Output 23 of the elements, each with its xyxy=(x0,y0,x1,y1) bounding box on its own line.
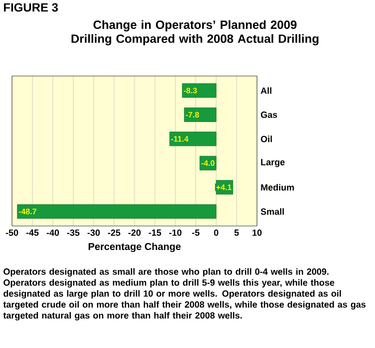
x-tick-label: -35 xyxy=(67,230,80,236)
x-tick-label: 10 xyxy=(252,230,262,236)
x-tick-label: -30 xyxy=(88,230,100,236)
x-axis-title: Percentage Change xyxy=(88,242,181,252)
x-tick-label: -5 xyxy=(192,230,200,236)
y-tick-label: Medium xyxy=(261,184,294,191)
x-tick-label: 5 xyxy=(234,230,239,236)
x-tick-label: -45 xyxy=(26,230,39,236)
x-tick-label: -25 xyxy=(108,230,120,236)
chart-title: FIGURE 3 xyxy=(4,3,58,12)
x-tick-label: 0 xyxy=(214,230,218,236)
x-tick-label: -15 xyxy=(148,230,162,236)
x-tick-label: -10 xyxy=(169,230,182,236)
x-tick-label: -20 xyxy=(128,230,141,236)
y-tick-label: Small xyxy=(260,208,284,215)
x-tick-label: -40 xyxy=(46,230,59,236)
text: Operators designated as small are those who plan to drill 0-4 wells in 2009. Operators designated as medium plan to drill 5-9 wells this year, while those designated as large plan to drill 10 or more wells. Operators designated as oil targeted crude oil on more than half their 2008 wells, while those designated as gas targeted natural gas on more than half their 2008 wells. xyxy=(3,268,366,320)
y-tick-label: Gas xyxy=(260,112,278,118)
y-tick-label: Large xyxy=(261,159,285,168)
x-tick-label: -50 xyxy=(6,230,18,236)
chart-subtitle: Change in Operators’ Planned 2009 Drilling Compared with 2008 Actual Drilling xyxy=(72,20,318,46)
y-tick-label: Oil xyxy=(260,136,272,142)
y-tick-label: All xyxy=(260,87,272,94)
